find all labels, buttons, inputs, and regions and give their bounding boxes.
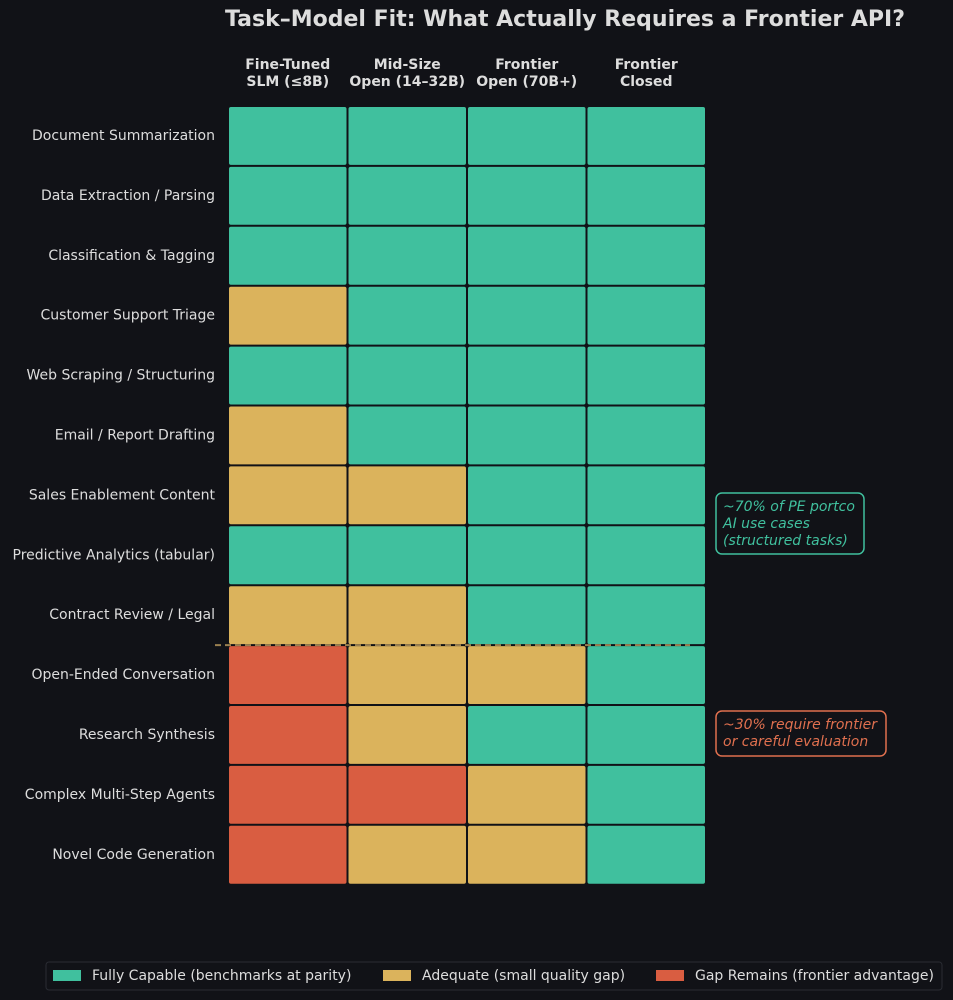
cell bbox=[229, 226, 347, 285]
cell bbox=[587, 586, 705, 645]
cell bbox=[587, 166, 705, 225]
cell bbox=[348, 825, 466, 884]
chart-title: Task–Model Fit: What Actually Requires a… bbox=[225, 7, 905, 32]
cell bbox=[229, 586, 347, 645]
cell bbox=[587, 286, 705, 345]
cell bbox=[229, 166, 347, 225]
cell bbox=[348, 166, 466, 225]
row-label: Classification & Tagging bbox=[48, 248, 215, 264]
cell bbox=[587, 466, 705, 525]
cell bbox=[587, 765, 705, 824]
cell bbox=[468, 526, 586, 585]
cell bbox=[587, 825, 705, 884]
row-label: Sales Enablement Content bbox=[29, 487, 216, 503]
cell bbox=[229, 646, 347, 704]
cell bbox=[348, 646, 466, 704]
cell bbox=[468, 646, 586, 704]
annotation-box bbox=[715, 492, 865, 555]
cell bbox=[468, 406, 586, 465]
cell bbox=[468, 706, 586, 764]
column-label: Closed bbox=[620, 74, 673, 90]
column-label: Open (70B+) bbox=[476, 74, 577, 90]
cell bbox=[229, 765, 347, 824]
legend-label: Gap Remains (frontier advantage) bbox=[695, 968, 934, 984]
cell bbox=[229, 825, 347, 884]
legend-label: Adequate (small quality gap) bbox=[422, 968, 625, 984]
cell bbox=[348, 586, 466, 645]
cell bbox=[348, 526, 466, 585]
legend-swatch bbox=[53, 970, 81, 981]
annotation-text: AI use cases bbox=[722, 516, 810, 532]
cell bbox=[229, 107, 347, 165]
cell bbox=[229, 406, 347, 465]
row-label: Open-Ended Conversation bbox=[31, 667, 215, 683]
cell bbox=[587, 646, 705, 704]
cell bbox=[229, 346, 347, 405]
row-label: Research Synthesis bbox=[79, 727, 215, 743]
cell bbox=[587, 526, 705, 585]
column-label: Frontier bbox=[615, 57, 678, 73]
row-label: Complex Multi-Step Agents bbox=[25, 787, 215, 803]
legend-label: Fully Capable (benchmarks at parity) bbox=[92, 968, 351, 984]
annotation-text: ~30% require frontier bbox=[723, 717, 878, 733]
cell bbox=[229, 286, 347, 345]
cell bbox=[348, 406, 466, 465]
legend-box bbox=[45, 961, 943, 991]
cell bbox=[587, 346, 705, 405]
cell bbox=[468, 346, 586, 405]
row-label: Customer Support Triage bbox=[41, 308, 215, 324]
column-label: Fine-Tuned bbox=[245, 57, 330, 73]
cell bbox=[348, 226, 466, 285]
cell bbox=[468, 107, 586, 165]
cell bbox=[468, 466, 586, 525]
row-label: Web Scraping / Structuring bbox=[26, 368, 215, 384]
annotation-text: ~70% of PE portco bbox=[723, 499, 855, 515]
cell bbox=[348, 286, 466, 345]
cell bbox=[229, 706, 347, 764]
row-label: Data Extraction / Parsing bbox=[41, 188, 215, 204]
annotation-text: (structured tasks) bbox=[723, 533, 848, 549]
cell bbox=[229, 466, 347, 525]
cell bbox=[587, 107, 705, 165]
cell bbox=[587, 406, 705, 465]
cell bbox=[468, 226, 586, 285]
cell bbox=[468, 825, 586, 884]
cell bbox=[468, 586, 586, 645]
row-label: Novel Code Generation bbox=[52, 847, 215, 863]
cell bbox=[468, 166, 586, 225]
legend-swatch bbox=[656, 970, 684, 981]
cell bbox=[468, 765, 586, 824]
cell bbox=[348, 466, 466, 525]
legend-swatch bbox=[383, 970, 411, 981]
cell bbox=[348, 346, 466, 405]
row-label: Document Summarization bbox=[32, 128, 215, 144]
cell bbox=[229, 526, 347, 585]
column-label: Open (14–32B) bbox=[349, 74, 465, 90]
row-label: Email / Report Drafting bbox=[55, 427, 215, 443]
row-label: Predictive Analytics (tabular) bbox=[13, 547, 215, 563]
cell bbox=[348, 107, 466, 165]
annotation-box bbox=[715, 710, 887, 757]
cell bbox=[587, 226, 705, 285]
column-label: Frontier bbox=[495, 57, 558, 73]
row-label: Contract Review / Legal bbox=[49, 607, 215, 623]
cell bbox=[348, 706, 466, 764]
column-label: SLM (≤8B) bbox=[246, 74, 329, 90]
cell bbox=[468, 286, 586, 345]
column-label: Mid-Size bbox=[374, 57, 441, 73]
cell bbox=[587, 706, 705, 764]
cell bbox=[348, 765, 466, 824]
annotation-text: or careful evaluation bbox=[723, 734, 868, 750]
